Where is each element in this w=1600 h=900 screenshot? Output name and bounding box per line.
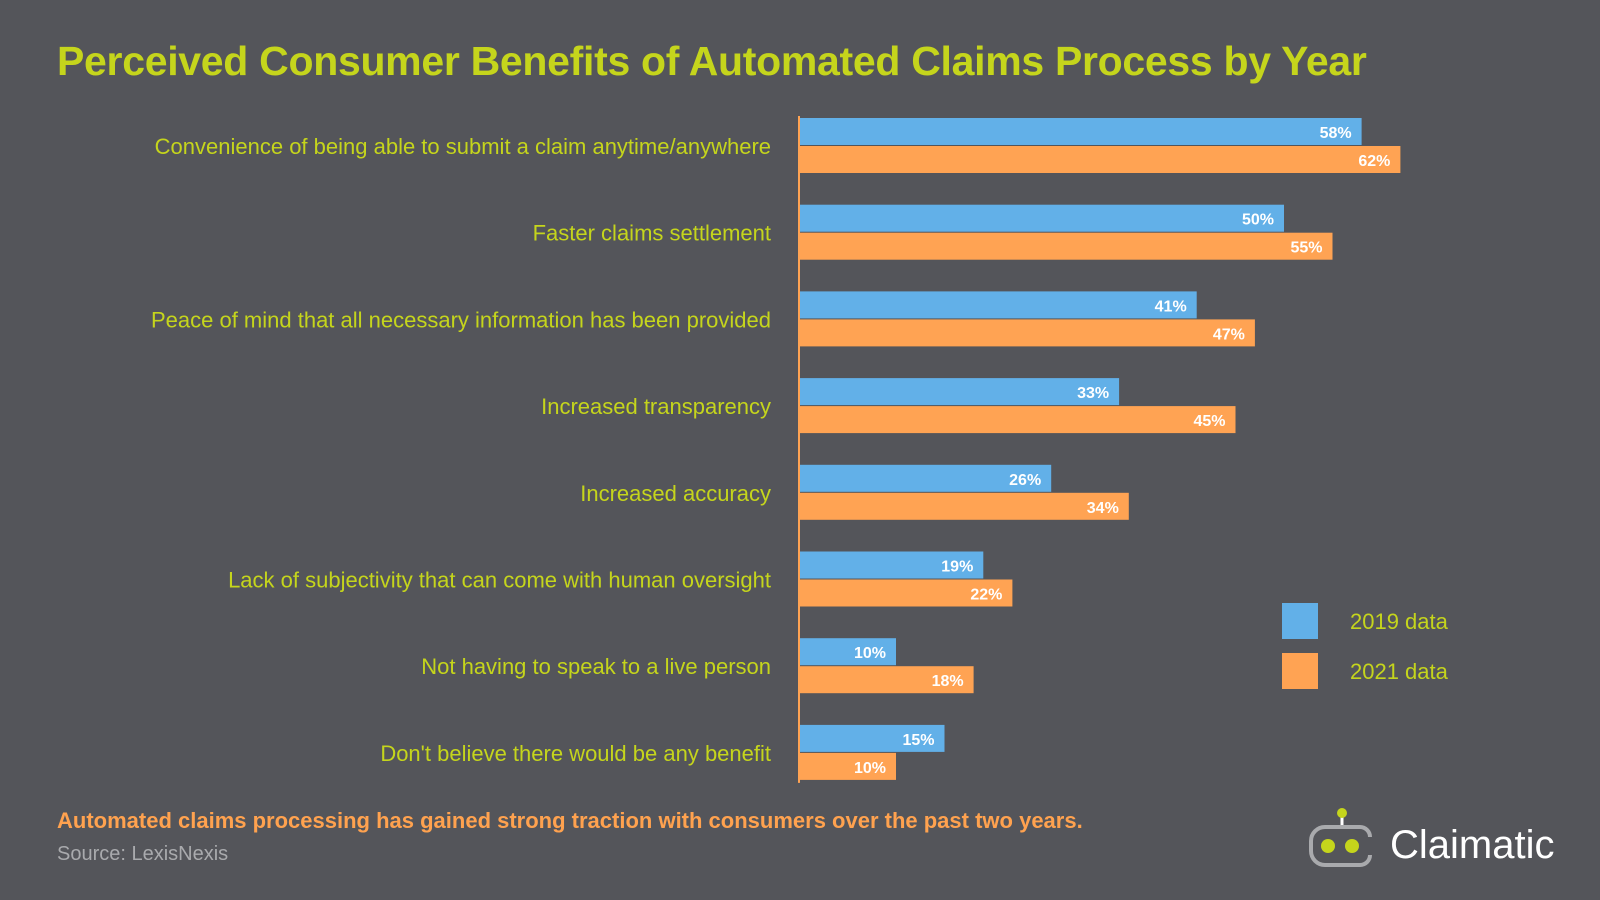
category-label: Peace of mind that all necessary informa… bbox=[151, 307, 771, 332]
bar-2019 bbox=[799, 724, 945, 752]
legend-swatch bbox=[1282, 653, 1318, 689]
legend-label: 2021 data bbox=[1350, 659, 1449, 684]
logo-text: Claimatic bbox=[1390, 823, 1555, 867]
data-label: 45% bbox=[1193, 413, 1225, 430]
category-label: Not having to speak to a live person bbox=[421, 654, 771, 679]
bar-2019 bbox=[799, 464, 1052, 492]
data-label: 10% bbox=[854, 645, 886, 662]
data-label: 41% bbox=[1155, 298, 1187, 315]
source-note: Source: LexisNexis bbox=[57, 843, 229, 865]
legend-swatch bbox=[1282, 603, 1318, 639]
data-label: 34% bbox=[1087, 500, 1119, 517]
data-label: 22% bbox=[970, 587, 1002, 604]
footnote: Automated claims processing has gained s… bbox=[57, 808, 1083, 833]
data-label: 10% bbox=[854, 760, 886, 777]
bar-2021 bbox=[799, 406, 1236, 434]
data-label: 18% bbox=[932, 673, 964, 690]
category-label: Faster claims settlement bbox=[533, 221, 771, 246]
data-label: 62% bbox=[1358, 153, 1390, 170]
data-label: 47% bbox=[1213, 326, 1245, 343]
bar-2021 bbox=[799, 492, 1129, 520]
data-label: 19% bbox=[941, 559, 973, 576]
data-label: 26% bbox=[1009, 472, 1041, 489]
data-label: 33% bbox=[1077, 385, 1109, 402]
bar-2019 bbox=[799, 204, 1284, 232]
category-label: Lack of subjectivity that can come with … bbox=[228, 568, 771, 593]
robot-icon bbox=[1309, 808, 1372, 867]
category-label: Convenience of being able to submit a cl… bbox=[155, 134, 771, 159]
claimatic-logo: Claimatic bbox=[1300, 805, 1570, 875]
category-label: Don't believe there would be any benefit bbox=[380, 741, 771, 766]
bar-2021 bbox=[799, 752, 896, 780]
data-label: 55% bbox=[1290, 240, 1322, 257]
data-label: 50% bbox=[1242, 212, 1274, 229]
bar-2019 bbox=[799, 378, 1120, 406]
bar-2021 bbox=[799, 579, 1013, 607]
bar-2019 bbox=[799, 551, 984, 579]
bar-2019 bbox=[799, 291, 1197, 319]
bar-2019 bbox=[799, 638, 896, 666]
legend-label: 2019 data bbox=[1350, 609, 1449, 634]
chart-title: Perceived Consumer Benefits of Automated… bbox=[57, 38, 1367, 84]
bar-2021 bbox=[799, 319, 1255, 347]
bar-2021 bbox=[799, 666, 974, 694]
bar-2021 bbox=[799, 232, 1333, 260]
data-label: 15% bbox=[902, 732, 934, 749]
category-label: Increased accuracy bbox=[580, 481, 771, 506]
bar-2019 bbox=[799, 118, 1362, 145]
category-label: Increased transparency bbox=[541, 394, 771, 419]
data-label: 58% bbox=[1320, 125, 1352, 142]
bar-2021 bbox=[799, 146, 1401, 173]
